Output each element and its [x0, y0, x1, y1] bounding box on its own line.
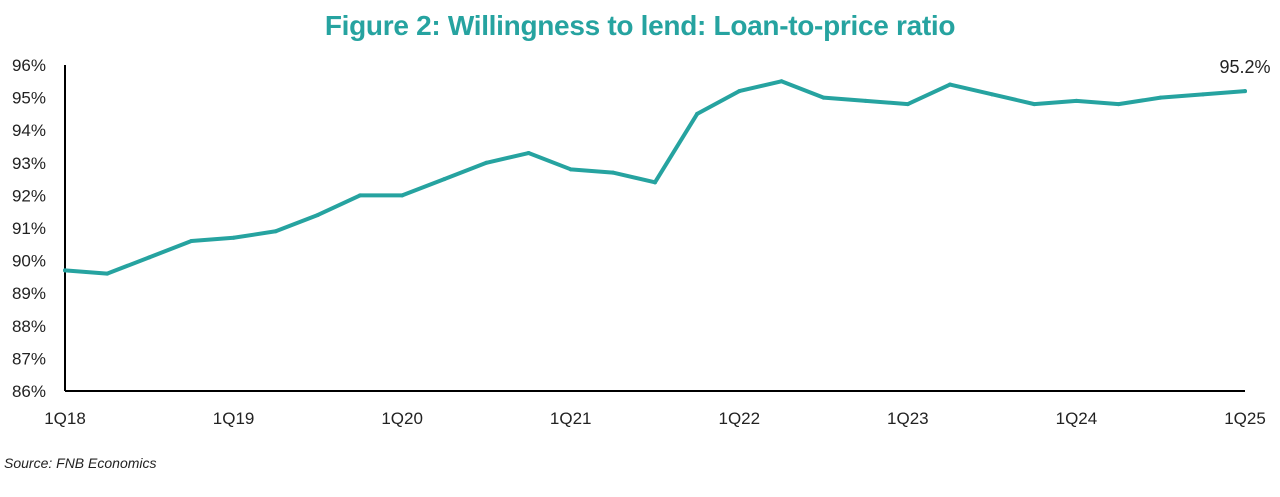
- data-point: [442, 177, 447, 182]
- data-point: [400, 193, 405, 198]
- y-axis-ticks: 86% 87% 88% 89% 90% 91% 92% 93% 94% 95% 96%: [12, 56, 46, 401]
- y-tick-label: 86%: [12, 382, 46, 401]
- data-point: [948, 82, 952, 87]
- data-points: [63, 79, 1247, 276]
- data-point: [231, 235, 236, 240]
- y-tick-label: 87%: [12, 349, 46, 368]
- data-point: [273, 229, 278, 234]
- data-point: [990, 92, 995, 97]
- x-tick-label: 1Q23: [887, 409, 929, 428]
- x-tick-label: 1Q21: [550, 409, 592, 428]
- series-line: [63, 79, 1247, 276]
- y-tick-label: 89%: [12, 284, 46, 303]
- y-tick-label: 90%: [12, 252, 46, 271]
- data-point: [1243, 89, 1247, 94]
- data-point: [1158, 95, 1163, 100]
- data-point: [610, 170, 615, 175]
- data-point: [863, 98, 868, 103]
- end-value-label: 95.2%: [1219, 57, 1270, 77]
- data-point: [695, 111, 700, 116]
- y-tick-label: 95%: [12, 89, 46, 108]
- data-point: [1116, 102, 1121, 107]
- data-point: [63, 268, 67, 273]
- data-point: [1032, 102, 1037, 107]
- x-tick-label: 1Q25: [1224, 409, 1266, 428]
- data-point: [1074, 98, 1079, 103]
- y-tick-label: 88%: [12, 317, 46, 336]
- y-tick-label: 91%: [12, 219, 46, 238]
- data-point: [653, 180, 657, 185]
- data-point: [905, 102, 910, 107]
- data-point: [189, 239, 194, 244]
- y-tick-label: 96%: [12, 56, 46, 75]
- x-tick-label: 1Q24: [1056, 409, 1098, 428]
- x-tick-label: 1Q22: [718, 409, 760, 428]
- data-point: [526, 151, 531, 156]
- data-point: [147, 255, 152, 260]
- source-note: Source: FNB Economics: [4, 455, 157, 471]
- data-point: [779, 79, 784, 84]
- data-point: [315, 212, 320, 217]
- y-tick-label: 94%: [12, 121, 46, 140]
- x-tick-label: 1Q20: [381, 409, 423, 428]
- data-point: [821, 95, 826, 100]
- data-point: [105, 271, 110, 276]
- data-point: [358, 193, 362, 198]
- x-tick-label: 1Q19: [213, 409, 255, 428]
- x-axis-ticks: 1Q18 1Q19 1Q20 1Q21 1Q22 1Q23 1Q24 1Q25: [44, 409, 1266, 428]
- data-point: [484, 160, 489, 165]
- x-tick-label: 1Q18: [44, 409, 86, 428]
- y-tick-label: 92%: [12, 186, 46, 205]
- data-point: [1200, 92, 1205, 97]
- data-point: [568, 167, 573, 172]
- y-tick-label: 93%: [12, 154, 46, 173]
- data-point: [737, 89, 742, 94]
- chart-title: Figure 2: Willingness to lend: Loan-to-p…: [324, 10, 956, 41]
